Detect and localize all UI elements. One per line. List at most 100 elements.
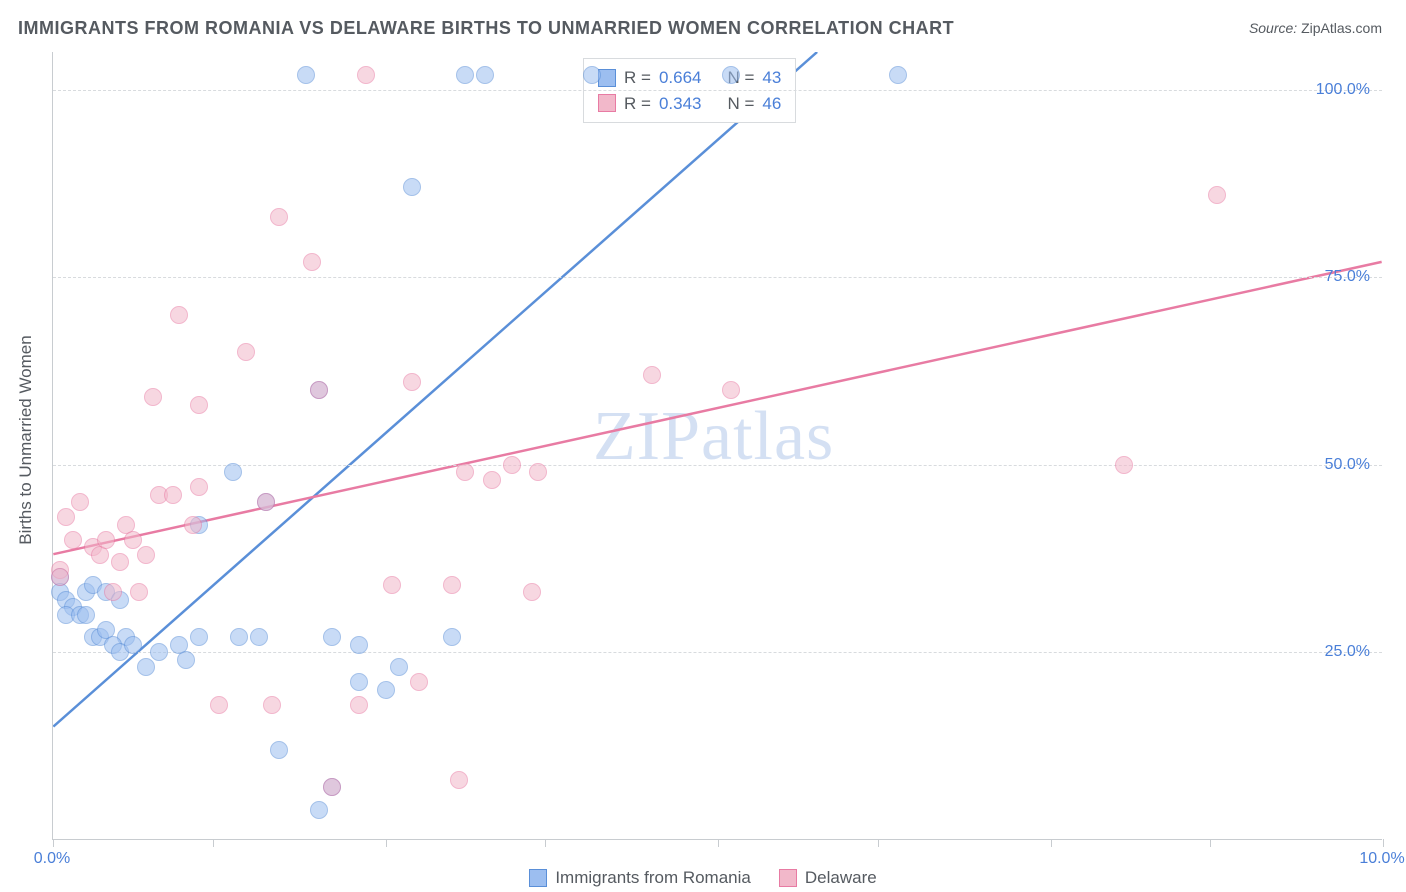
data-point [722, 66, 740, 84]
data-point [177, 651, 195, 669]
y-tick-label: 100.0% [1316, 81, 1370, 99]
data-point [310, 801, 328, 819]
plot-area: ZIPatlas R = 0.664 N = 43 R = 0.343 N = … [52, 52, 1382, 840]
data-point [257, 493, 275, 511]
y-tick-label: 50.0% [1325, 456, 1370, 474]
x-tick [1051, 839, 1052, 847]
data-point [583, 66, 601, 84]
gridline [53, 277, 1382, 278]
data-point [323, 628, 341, 646]
data-point [390, 658, 408, 676]
legend-r-value-1: 0.343 [659, 91, 702, 117]
data-point [270, 741, 288, 759]
y-axis-label: Births to Unmarried Women [16, 335, 36, 544]
data-point [1115, 456, 1133, 474]
chart-title: IMMIGRANTS FROM ROMANIA VS DELAWARE BIRT… [18, 18, 954, 39]
x-tick [878, 839, 879, 847]
data-point [889, 66, 907, 84]
data-point [124, 636, 142, 654]
legend-row-series-1: R = 0.343 N = 46 [598, 91, 781, 117]
gridline [53, 90, 1382, 91]
data-point [450, 771, 468, 789]
y-tick-label: 25.0% [1325, 643, 1370, 661]
data-point [1208, 186, 1226, 204]
x-tick [213, 839, 214, 847]
legend-bottom-label-0: Immigrants from Romania [555, 868, 751, 888]
data-point [643, 366, 661, 384]
x-tick [386, 839, 387, 847]
data-point [297, 66, 315, 84]
x-tick-label: 0.0% [34, 850, 70, 868]
data-point [124, 531, 142, 549]
data-point [184, 516, 202, 534]
data-point [137, 658, 155, 676]
data-point [104, 583, 122, 601]
legend-r-value-0: 0.664 [659, 65, 702, 91]
data-point [357, 66, 375, 84]
data-point [77, 606, 95, 624]
data-point [476, 66, 494, 84]
x-tick [1383, 839, 1384, 847]
data-point [403, 178, 421, 196]
data-point [64, 531, 82, 549]
data-point [310, 381, 328, 399]
data-point [350, 636, 368, 654]
data-point [443, 628, 461, 646]
legend-n-prefix-1: N = [727, 91, 754, 117]
legend-swatch-1 [598, 94, 616, 112]
legend-swatch-0 [598, 69, 616, 87]
data-point [383, 576, 401, 594]
trend-lines-svg [53, 52, 1382, 839]
data-point [323, 778, 341, 796]
data-point [57, 508, 75, 526]
data-point [150, 643, 168, 661]
data-point [210, 696, 228, 714]
legend-n-value-0: 43 [762, 65, 781, 91]
data-point [483, 471, 501, 489]
legend-row-series-0: R = 0.664 N = 43 [598, 65, 781, 91]
gridline [53, 652, 1382, 653]
data-point [443, 576, 461, 594]
data-point [503, 456, 521, 474]
source-label: Source: [1249, 20, 1297, 36]
data-point [137, 546, 155, 564]
legend-bottom-swatch-0 [529, 869, 547, 887]
data-point [170, 306, 188, 324]
data-point [190, 396, 208, 414]
data-point [97, 531, 115, 549]
data-point [51, 568, 69, 586]
data-point [190, 628, 208, 646]
x-tick [53, 839, 54, 847]
legend-item-1: Delaware [779, 868, 877, 888]
trend-line [53, 52, 817, 727]
gridline [53, 465, 1382, 466]
x-tick [718, 839, 719, 847]
data-point [144, 388, 162, 406]
x-tick [1210, 839, 1211, 847]
data-point [456, 463, 474, 481]
data-point [270, 208, 288, 226]
source-attribution: Source: ZipAtlas.com [1249, 20, 1382, 36]
data-point [523, 583, 541, 601]
data-point [237, 343, 255, 361]
data-point [190, 478, 208, 496]
legend-r-prefix-1: R = [624, 91, 651, 117]
legend-bottom-swatch-1 [779, 869, 797, 887]
data-point [410, 673, 428, 691]
x-tick-label: 10.0% [1359, 850, 1404, 868]
data-point [71, 493, 89, 511]
source-value: ZipAtlas.com [1301, 20, 1382, 36]
y-tick-label: 75.0% [1325, 268, 1370, 286]
data-point [164, 486, 182, 504]
data-point [377, 681, 395, 699]
x-tick [545, 839, 546, 847]
legend-bottom-label-1: Delaware [805, 868, 877, 888]
legend-n-value-1: 46 [762, 91, 781, 117]
data-point [303, 253, 321, 271]
data-point [224, 463, 242, 481]
data-point [529, 463, 547, 481]
data-point [263, 696, 281, 714]
data-point [722, 381, 740, 399]
legend-item-0: Immigrants from Romania [529, 868, 751, 888]
data-point [403, 373, 421, 391]
